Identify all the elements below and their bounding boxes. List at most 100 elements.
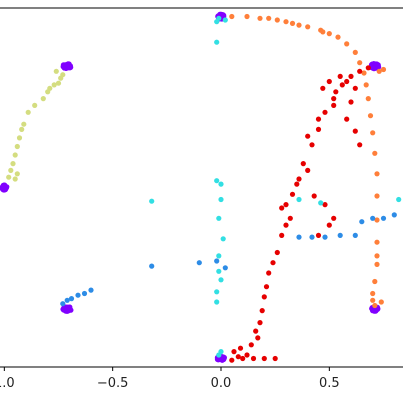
data-point <box>55 80 62 86</box>
data-point <box>214 19 220 25</box>
data-point <box>352 232 358 238</box>
data-point <box>371 63 377 69</box>
data-point <box>315 126 322 132</box>
data-point <box>352 49 358 56</box>
data-point <box>222 17 228 23</box>
data-point <box>283 202 289 208</box>
data-point <box>16 135 23 141</box>
data-point <box>88 287 94 293</box>
data-point <box>348 73 354 79</box>
data-point <box>263 284 270 290</box>
data-point <box>196 260 202 266</box>
data-point <box>63 64 69 70</box>
data-point <box>231 349 237 355</box>
data-point <box>60 301 66 307</box>
data-point <box>296 176 302 182</box>
data-point <box>257 320 263 326</box>
series-3 <box>229 65 371 363</box>
x-tick-label: −0.5 <box>97 376 129 391</box>
data-point <box>344 78 350 85</box>
data-point <box>60 72 66 78</box>
data-point <box>374 261 380 267</box>
data-point <box>25 109 31 115</box>
data-point <box>320 85 326 91</box>
data-point <box>261 355 267 362</box>
data-point <box>331 96 337 102</box>
data-point <box>289 191 296 197</box>
data-point <box>218 181 224 187</box>
data-point <box>75 292 81 298</box>
data-point <box>335 34 341 40</box>
data-point <box>274 249 280 256</box>
data-point <box>296 234 302 240</box>
data-point <box>283 19 289 25</box>
data-point <box>255 335 261 341</box>
data-point <box>370 297 376 303</box>
data-point <box>315 116 322 122</box>
data-point <box>365 65 371 71</box>
data-point <box>214 178 220 184</box>
data-point <box>391 212 397 218</box>
data-point <box>287 215 293 221</box>
data-point <box>244 13 250 20</box>
data-point <box>315 232 322 238</box>
data-point <box>296 196 302 203</box>
data-point <box>259 308 265 314</box>
data-point <box>374 239 380 245</box>
data-point <box>296 22 302 28</box>
data-point <box>294 181 300 187</box>
data-point <box>300 161 306 167</box>
data-point <box>266 270 272 276</box>
data-point <box>248 342 254 348</box>
data-point <box>53 68 59 74</box>
data-point <box>365 96 371 102</box>
data-point <box>21 121 27 127</box>
x-axis-ticks: 1.0 −0.5 0.0 0.5 <box>0 367 340 391</box>
data-point <box>337 73 343 79</box>
data-point <box>333 89 339 95</box>
data-point <box>272 355 278 362</box>
data-point <box>218 196 224 203</box>
data-point <box>374 217 380 223</box>
data-point <box>218 277 224 283</box>
data-point <box>14 171 20 177</box>
data-point <box>266 15 272 21</box>
data-point <box>229 13 235 20</box>
data-point <box>357 142 363 148</box>
x-tick-label: 1.0 <box>0 376 15 391</box>
data-point <box>372 302 378 309</box>
data-point <box>305 133 311 139</box>
data-point <box>235 354 241 360</box>
data-point <box>67 63 73 69</box>
data-point <box>14 143 20 150</box>
data-point <box>289 20 296 26</box>
data-point <box>348 99 354 105</box>
data-point <box>270 260 276 266</box>
data-point <box>216 253 222 259</box>
data-point <box>363 82 369 88</box>
data-point <box>149 263 155 269</box>
data-point <box>6 174 12 180</box>
data-point <box>261 294 267 300</box>
data-point <box>375 63 381 69</box>
data-point <box>331 102 337 108</box>
data-point <box>344 116 350 122</box>
series-4 <box>60 212 397 307</box>
data-point <box>149 198 155 204</box>
data-point <box>370 215 376 221</box>
data-point <box>352 128 358 134</box>
data-point <box>64 297 70 303</box>
data-point <box>305 167 311 173</box>
data-point <box>214 258 220 264</box>
series-0 <box>0 11 382 363</box>
data-point <box>216 215 222 221</box>
series-1 <box>6 68 66 182</box>
data-point <box>279 205 285 211</box>
data-point <box>322 109 328 115</box>
data-point <box>51 82 57 88</box>
data-point <box>81 290 88 297</box>
data-point <box>357 68 363 74</box>
data-point <box>63 308 69 314</box>
data-point <box>309 234 315 240</box>
